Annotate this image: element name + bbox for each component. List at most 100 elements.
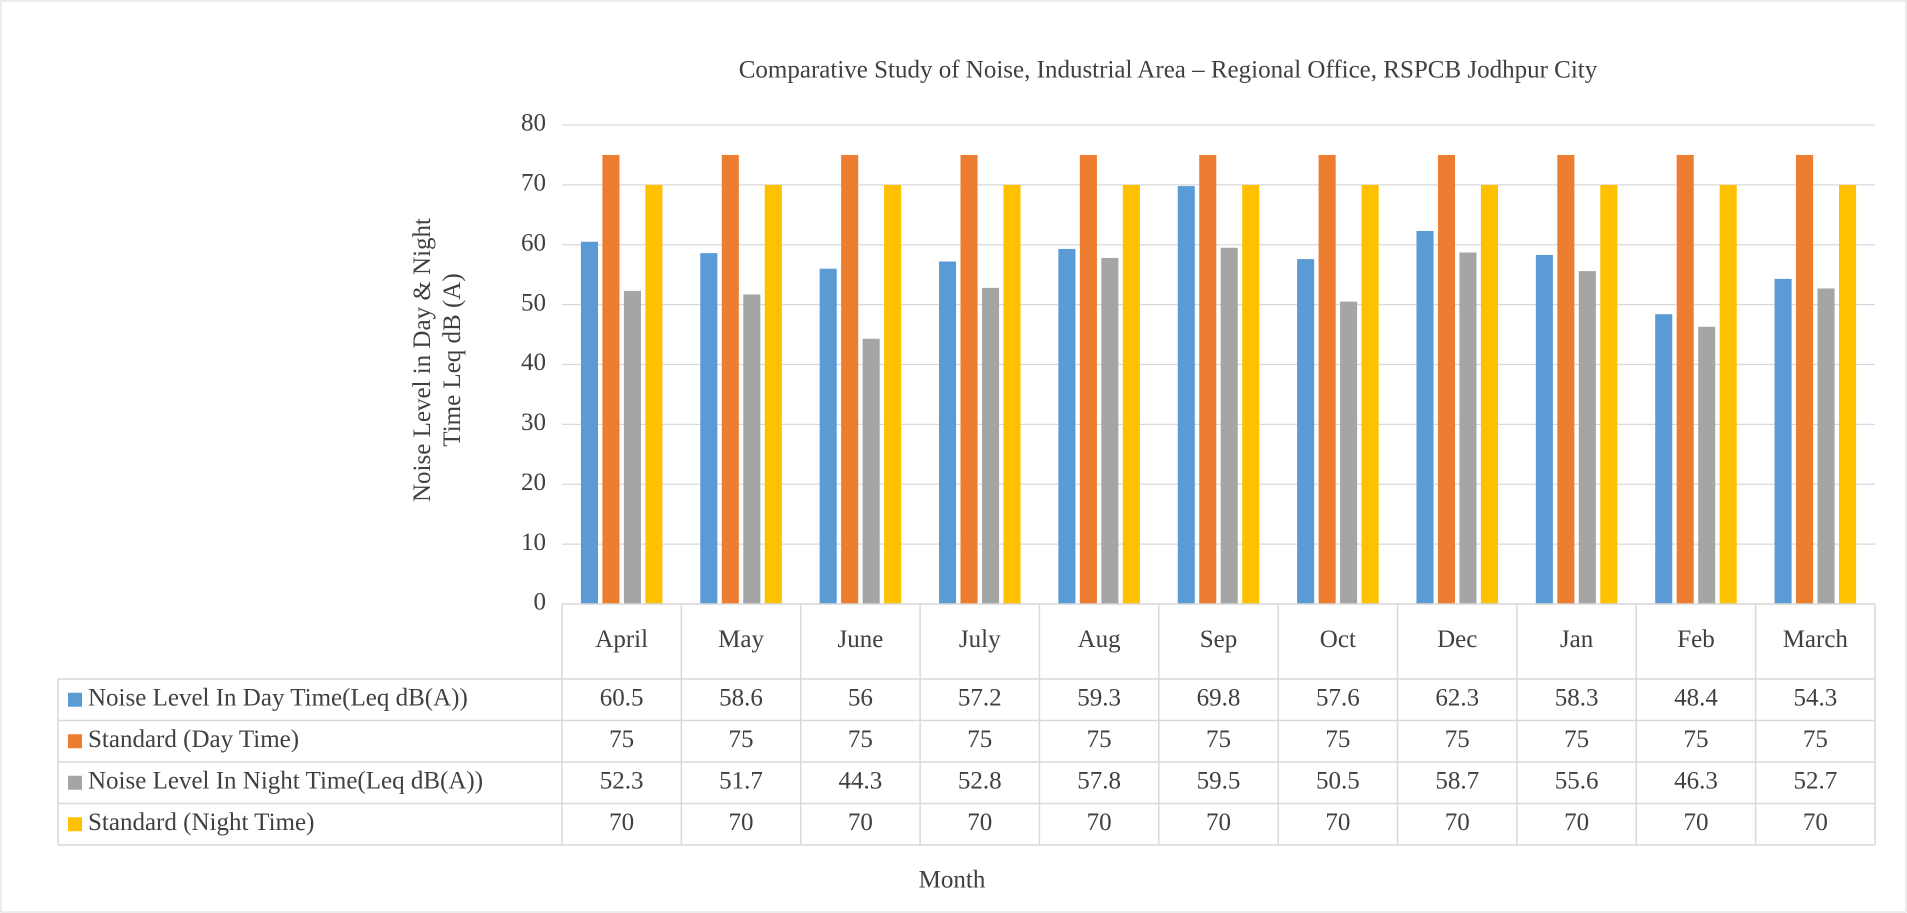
y-tick-label: 30	[521, 409, 546, 436]
legend-label: Standard (Day Time)	[88, 726, 299, 753]
table-cell: 58.3	[1555, 684, 1599, 711]
bar	[1058, 248, 1076, 604]
legend-key	[68, 775, 82, 790]
legend-key	[68, 734, 82, 749]
bar	[1655, 314, 1673, 604]
table-cell: 52.8	[958, 767, 1002, 794]
table-cell: 70	[848, 809, 873, 836]
x-tick-label: April	[595, 626, 648, 653]
bar	[1003, 184, 1021, 604]
table-cell: 75	[1325, 726, 1350, 753]
x-tick-label: March	[1783, 626, 1849, 653]
table-cell: 52.3	[600, 767, 644, 794]
bar	[743, 294, 761, 604]
table-cell: 70	[1087, 809, 1112, 836]
table-cell: 75	[729, 726, 754, 753]
table-cell: 58.7	[1435, 767, 1479, 794]
bar	[1817, 288, 1835, 604]
table-cell: 58.6	[719, 684, 763, 711]
bar	[819, 268, 837, 604]
bar	[1220, 247, 1238, 604]
bar	[1340, 301, 1358, 604]
bar	[1318, 154, 1336, 604]
table-cell: 46.3	[1674, 767, 1718, 794]
bar	[1177, 186, 1195, 604]
bar	[1416, 230, 1434, 604]
bar	[1698, 326, 1716, 604]
x-tick-label: Dec	[1437, 626, 1477, 653]
bar	[841, 154, 859, 604]
table-cell: 54.3	[1793, 684, 1837, 711]
table-cell: 70	[1564, 809, 1589, 836]
table-cell: 59.3	[1077, 684, 1121, 711]
y-axis-label: Noise Level in Day & Night Time Leq dB (…	[409, 218, 466, 502]
bar	[981, 287, 1000, 604]
bar	[1578, 271, 1596, 604]
bar	[1535, 254, 1553, 604]
bar	[764, 184, 782, 604]
table-cell: 57.2	[958, 684, 1002, 711]
y-tick-label: 70	[521, 170, 546, 197]
bar	[960, 154, 978, 604]
x-tick-label: May	[718, 626, 764, 653]
table-cell: 75	[609, 726, 634, 753]
table-cell: 59.5	[1197, 767, 1241, 794]
table-cell: 57.6	[1316, 684, 1360, 711]
bar	[884, 184, 902, 604]
table-cell: 70	[609, 809, 634, 836]
bar	[1557, 154, 1575, 604]
table-cell: 75	[1087, 726, 1112, 753]
legend-key	[68, 692, 82, 707]
table-cell: 75	[1445, 726, 1470, 753]
legend-label: Standard (Night Time)	[88, 809, 314, 836]
x-tick-label: Aug	[1078, 626, 1122, 653]
bar	[862, 338, 880, 604]
table-cell: 70	[1683, 809, 1708, 836]
table-cell: 56	[848, 684, 873, 711]
table-cell: 75	[848, 726, 873, 753]
bar	[939, 261, 957, 604]
bar	[1600, 184, 1618, 604]
legend-label: Noise Level In Day Time(Leq dB(A))	[88, 684, 468, 711]
bar	[1839, 184, 1857, 604]
bar	[1459, 252, 1477, 604]
table-cell: 69.8	[1197, 684, 1241, 711]
table-cell: 50.5	[1316, 767, 1360, 794]
table-cell: 75	[1803, 726, 1828, 753]
bar	[580, 241, 598, 604]
bar	[1774, 278, 1792, 604]
y-tick-label: 60	[521, 229, 546, 256]
x-tick-label: Jan	[1560, 626, 1594, 653]
bar	[721, 154, 739, 604]
bar	[1242, 184, 1260, 604]
bar	[1480, 184, 1498, 604]
bar	[1199, 154, 1217, 604]
y-tick-label: 50	[521, 289, 546, 316]
table-cell: 51.7	[719, 767, 763, 794]
bar	[1079, 154, 1097, 604]
bar	[602, 154, 620, 604]
x-tick-label: Feb	[1677, 626, 1715, 653]
table-cell: 75	[1683, 726, 1708, 753]
bar	[1437, 154, 1456, 604]
table-cell: 57.8	[1077, 767, 1121, 794]
bar	[1361, 184, 1379, 604]
bar	[700, 253, 718, 604]
x-tick-label: July	[959, 626, 1001, 653]
bar	[1676, 154, 1694, 604]
table-cell: 70	[1445, 809, 1470, 836]
x-tick-label: June	[837, 626, 883, 653]
legend-key	[68, 817, 82, 832]
x-tick-label: Sep	[1200, 626, 1238, 653]
bar	[623, 290, 641, 604]
table-cell: 48.4	[1674, 684, 1718, 711]
bar	[1796, 154, 1814, 604]
table-cell: 55.6	[1555, 767, 1599, 794]
bar	[1719, 184, 1737, 604]
table-cell: 75	[1206, 726, 1231, 753]
table-cell: 75	[1564, 726, 1589, 753]
table-cell: 62.3	[1435, 684, 1479, 711]
